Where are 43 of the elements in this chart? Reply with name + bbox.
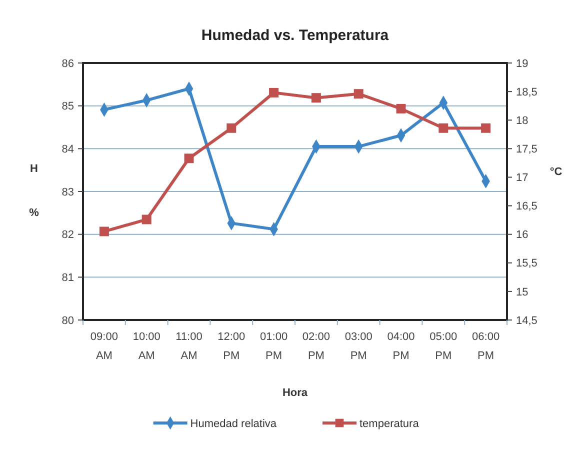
y2-tick-label: 18,5 xyxy=(516,86,538,98)
y2-axis-title: °C xyxy=(550,166,562,178)
x-tick-label: 02:00 PM xyxy=(302,331,330,362)
point xyxy=(396,104,406,114)
x-tick-label: 12:00 PM xyxy=(218,331,246,362)
x-tick-label: 11:00 AM xyxy=(176,331,202,362)
legend-label: Humedad relativa xyxy=(190,418,278,430)
point xyxy=(142,214,152,224)
y2-tick-label: 14,5 xyxy=(516,314,538,327)
y2-tick-label: 17 xyxy=(516,172,528,184)
y-tick-label: 83 xyxy=(62,186,74,198)
x-tick-label: 06:00 PM xyxy=(472,331,500,362)
y2-tick-label: 16,5 xyxy=(516,200,538,213)
point xyxy=(184,154,194,164)
x-axis-title: Hora xyxy=(282,387,308,399)
point xyxy=(269,88,279,98)
point xyxy=(311,93,321,103)
y2-tick-label: 15,5 xyxy=(516,258,538,270)
legend-label: temperatura xyxy=(360,418,420,430)
text: H % xyxy=(29,163,39,219)
point xyxy=(99,226,109,236)
point xyxy=(354,89,364,99)
chart-title: Humedad vs. Temperatura xyxy=(201,27,390,44)
x-tick-label: 01:00 PM xyxy=(260,331,288,362)
x-tick-label: 05:00 PM xyxy=(430,331,458,362)
y2-tick-label: 19 xyxy=(516,58,528,70)
point xyxy=(226,123,236,133)
x-tick-label: 04:00 PM xyxy=(387,331,415,362)
x-tick-label: 09:00 AM xyxy=(90,331,118,362)
y2-tick-label: 17,5 xyxy=(516,144,538,156)
y-tick-label: 80 xyxy=(62,314,74,327)
y-tick-label: 84 xyxy=(62,144,74,156)
y-tick-label: 85 xyxy=(62,100,74,113)
x-tick-label: 03:00 PM xyxy=(344,331,372,362)
y-tick-label: 81 xyxy=(62,272,74,284)
y-tick-label: 82 xyxy=(62,229,74,242)
y-tick-label: 86 xyxy=(62,58,74,70)
x-tick-label: 10:00 AM xyxy=(132,331,160,362)
point xyxy=(438,123,448,133)
y2-tick-label: 18 xyxy=(516,114,528,127)
point xyxy=(481,123,491,133)
y2-tick-label: 16 xyxy=(516,229,528,242)
y2-tick-label: 15 xyxy=(516,286,528,298)
